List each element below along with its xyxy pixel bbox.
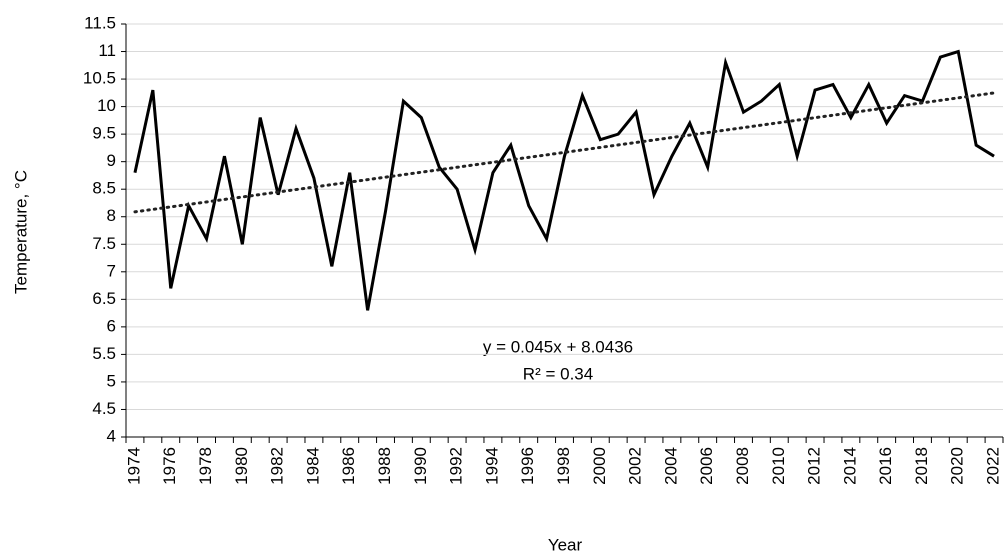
x-tick-label: 2016 <box>876 447 895 485</box>
x-tick-label: 1982 <box>268 447 287 485</box>
x-tick-label: 2012 <box>805 447 824 485</box>
x-axis-label: Year <box>548 535 583 554</box>
x-tick-label: 1984 <box>303 447 322 485</box>
y-tick-label: 7 <box>107 261 116 280</box>
x-tick-label: 1974 <box>124 447 143 485</box>
x-tick-label: 1992 <box>447 447 466 485</box>
y-tick-label: 5.5 <box>92 344 116 363</box>
x-tick-label: 2020 <box>948 447 967 485</box>
x-tick-label: 2014 <box>840 447 859 485</box>
y-tick-label: 10 <box>97 96 116 115</box>
trend-equation: y = 0.045x + 8.0436 <box>483 337 633 356</box>
series-line <box>133 49 995 311</box>
y-tick-label: 6 <box>107 316 116 335</box>
x-tick-label: 1996 <box>518 447 537 485</box>
x-tick-label: 2008 <box>733 447 752 485</box>
y-tick-label: 9 <box>107 151 116 170</box>
trend-r-squared: R² = 0.34 <box>523 364 593 383</box>
y-tick-label: 4 <box>107 426 116 445</box>
x-tick-label: 2006 <box>697 447 716 485</box>
x-tick-label: 1988 <box>375 447 394 485</box>
x-tick-label: 1990 <box>411 447 430 485</box>
y-axis-label: Temperature, °C <box>11 170 30 294</box>
y-tick-label: 10.5 <box>83 69 116 88</box>
x-tick-label: 2022 <box>984 447 1003 485</box>
x-tick-label: 2002 <box>626 447 645 485</box>
x-tick-label: 1980 <box>232 447 251 485</box>
x-tick-label: 1994 <box>482 447 501 485</box>
x-tick-label: 1976 <box>160 447 179 485</box>
y-tick-label: 9.5 <box>92 124 116 143</box>
y-tick-label: 11.5 <box>84 13 116 32</box>
y-tick-label: 11 <box>98 41 116 60</box>
x-tick-label: 2004 <box>661 447 680 485</box>
x-tick-label: 1986 <box>339 447 358 485</box>
y-tick-label: 7.5 <box>92 234 116 253</box>
x-tick-label: 1978 <box>196 447 215 485</box>
x-tick-label: 2018 <box>912 447 931 485</box>
x-tick-label: 2000 <box>590 447 609 485</box>
y-tick-label: 5 <box>107 371 116 390</box>
y-tick-label: 8 <box>107 206 116 225</box>
y-tick-label: 8.5 <box>92 179 116 198</box>
x-tick-label: 1998 <box>554 447 573 485</box>
y-tick-label: 4.5 <box>92 399 116 418</box>
x-tick-label: 2010 <box>769 447 788 485</box>
trend-line <box>133 91 996 214</box>
y-tick-label: 6.5 <box>92 289 116 308</box>
